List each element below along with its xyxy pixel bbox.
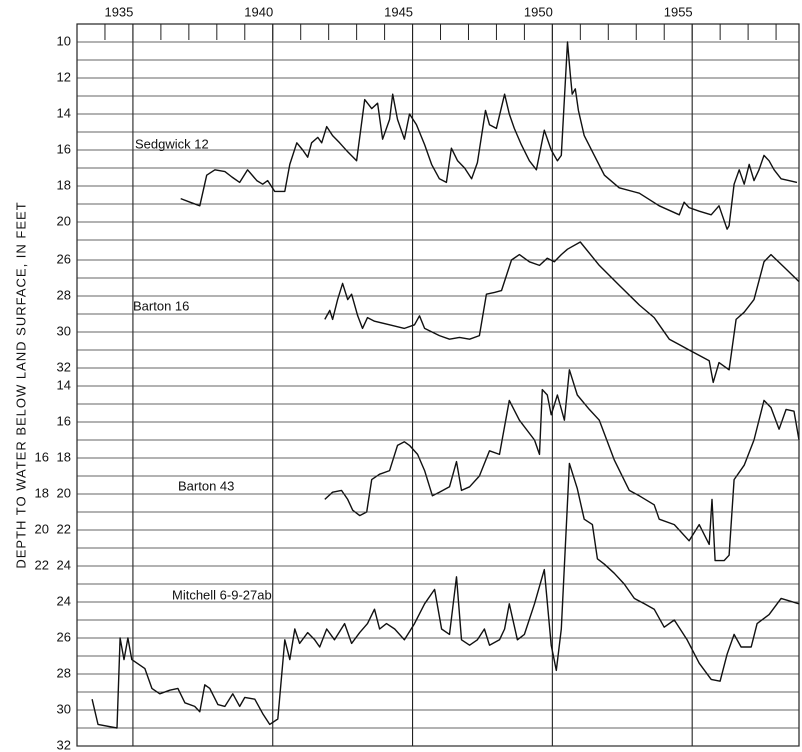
series-line [324, 241, 800, 384]
y-tick-label: 20 [57, 213, 71, 228]
y-tick-label: 14 [57, 377, 71, 392]
series-label: Barton 16 [133, 298, 189, 313]
x-tick-label: 1945 [384, 4, 413, 19]
y-tick-label: 16 [35, 449, 49, 464]
series-label: Barton 43 [178, 478, 234, 493]
y-tick-label: 26 [57, 251, 71, 266]
series-label: Mitchell 6-9-27ab [172, 587, 272, 602]
y-tick-label: 12 [57, 69, 71, 84]
y-tick-label: 20 [35, 521, 49, 536]
y-tick-label: 16 [57, 141, 71, 156]
y-tick-label: 18 [57, 449, 71, 464]
y-tick-label: 22 [35, 557, 49, 572]
y-tick-label: 14 [57, 105, 71, 120]
x-tick-label: 1935 [104, 4, 133, 19]
y-tick-label: 22 [57, 521, 71, 536]
y-tick-label: 30 [57, 701, 71, 716]
y-tick-label: 20 [57, 485, 71, 500]
x-tick-label: 1940 [244, 4, 273, 19]
y-tick-label: 18 [35, 485, 49, 500]
y-tick-label: 26 [57, 629, 71, 644]
series-line [324, 369, 800, 562]
series-label: Sedgwick 12 [135, 136, 209, 151]
y-tick-label: 32 [57, 737, 71, 752]
y-tick-label: 30 [57, 323, 71, 338]
y-tick-label: 28 [57, 287, 71, 302]
y-tick-label: 24 [57, 593, 71, 608]
x-tick-label: 1950 [524, 4, 553, 19]
y-axis-label: DEPTH TO WATER BELOW LAND SURFACE, IN FE… [13, 201, 28, 568]
y-tick-label: 16 [57, 413, 71, 428]
x-tick-label: 1955 [664, 4, 693, 19]
y-tick-label: 28 [57, 665, 71, 680]
y-tick-label: 10 [57, 33, 71, 48]
series-line [91, 462, 800, 729]
y-tick-label: 18 [57, 177, 71, 192]
series-line [180, 41, 798, 230]
y-tick-label: 24 [57, 557, 71, 572]
y-tick-label: 32 [57, 359, 71, 374]
